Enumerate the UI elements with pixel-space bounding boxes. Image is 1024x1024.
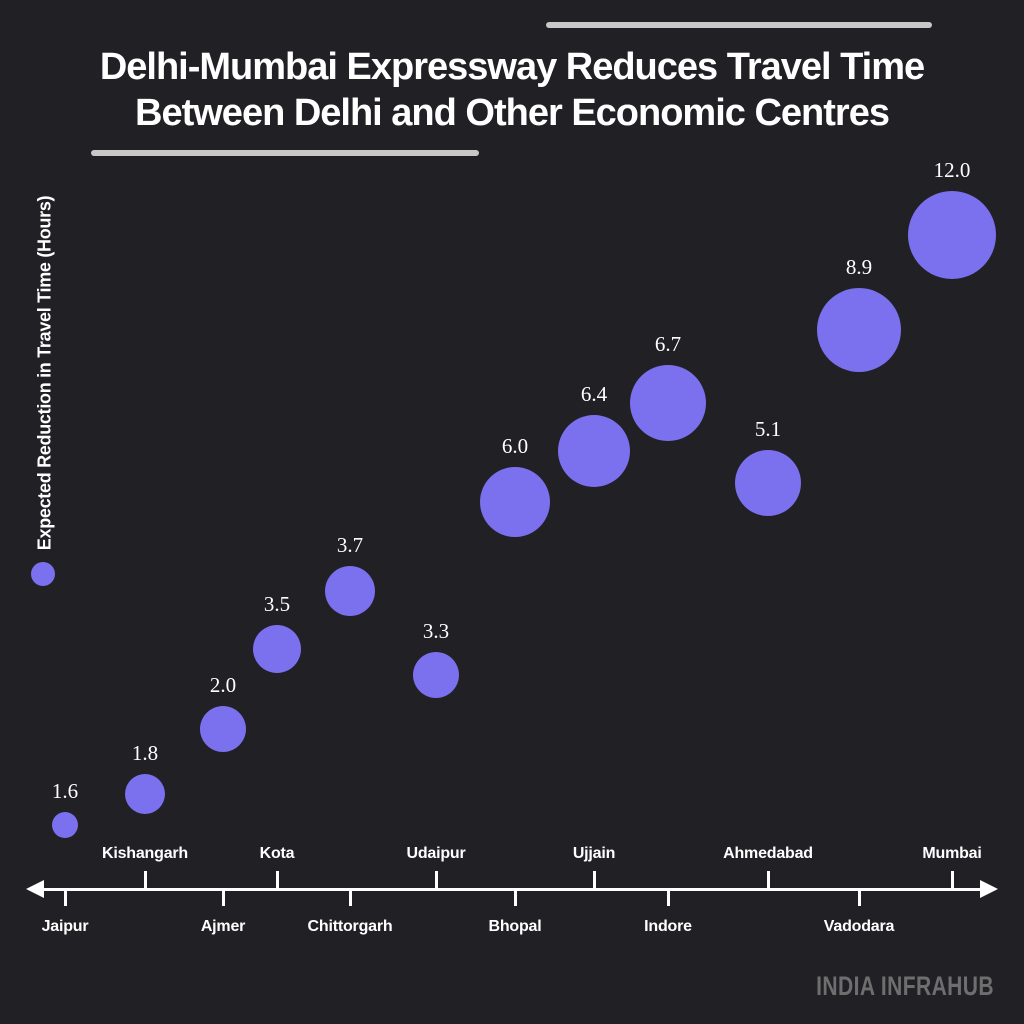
axis-tick-udaipur (434, 871, 438, 888)
city-label-indore: Indore (644, 918, 692, 935)
bubble-chittorgarh (325, 566, 375, 616)
value-label-vadodara: 8.9 (845, 255, 873, 279)
city-label-bhopal: Bhopal (488, 918, 542, 935)
value-label-bhopal: 6.0 (501, 434, 529, 458)
value-label-indore: 6.7 (654, 332, 682, 356)
brand-watermark: INDIA INFRAHUB (816, 971, 994, 1001)
value-label-udaipur: 3.3 (422, 619, 450, 643)
axis-tick-indore (666, 889, 670, 906)
bubble-ujjain (558, 415, 630, 487)
x-axis-arrow-left-icon (26, 880, 44, 898)
chart-title-line-2: Between Delhi and Other Economic Centres (135, 92, 890, 134)
bubble-udaipur (413, 652, 459, 698)
city-label-ujjain: Ujjain (572, 845, 616, 862)
y-axis-label: Expected Reduction in Travel Time (Hours… (34, 195, 55, 551)
axis-tick-chittorgarh (348, 889, 352, 906)
axis-tick-mumbai (950, 871, 954, 888)
value-label-kishangarh: 1.8 (131, 741, 159, 765)
x-axis-arrow-right-icon (980, 880, 998, 898)
axis-tick-vadodara (857, 889, 861, 906)
value-label-jaipur: 1.6 (51, 779, 79, 803)
bubble-vadodara (817, 288, 901, 372)
city-label-udaipur: Udaipur (406, 845, 466, 862)
axis-tick-ahmedabad (766, 871, 770, 888)
value-label-ajmer: 2.0 (209, 673, 237, 697)
city-label-ahmedabad: Ahmedabad (723, 845, 813, 862)
city-label-ajmer: Ajmer (200, 918, 246, 935)
value-label-ujjain: 6.4 (580, 382, 608, 406)
axis-tick-bhopal (513, 889, 517, 906)
axis-tick-kota (275, 871, 279, 888)
value-label-kota: 3.5 (263, 592, 291, 616)
city-label-jaipur: Jaipur (41, 918, 89, 935)
bubble-jaipur (52, 812, 78, 838)
axis-tick-jaipur (63, 889, 67, 906)
bubble-kishangarh (125, 774, 165, 814)
city-label-vadodara: Vadodara (823, 918, 895, 935)
city-label-chittorgarh: Chittorgarh (307, 918, 393, 935)
city-label-kishangarh: Kishangarh (101, 845, 189, 862)
bubble-indore (630, 365, 706, 441)
city-label-mumbai: Mumbai (922, 845, 982, 862)
chart-title-line-1: Delhi-Mumbai Expressway Reduces Travel T… (99, 46, 925, 88)
bubble-ajmer (200, 706, 246, 752)
axis-tick-ajmer (221, 889, 225, 906)
city-label-kota: Kota (259, 845, 295, 862)
bubble-bhopal (480, 467, 550, 537)
top-accent-bar (546, 22, 932, 28)
axis-tick-ujjain (592, 871, 596, 888)
title-underline-bar (91, 150, 479, 156)
bubble-mumbai (908, 191, 996, 279)
y-axis-accent-dot (31, 562, 55, 586)
bubble-kota (253, 625, 301, 673)
value-label-ahmedabad: 5.1 (754, 417, 782, 441)
x-axis-line (38, 888, 986, 891)
axis-tick-kishangarh (143, 871, 147, 888)
bubble-ahmedabad (735, 450, 801, 516)
value-label-mumbai: 12.0 (933, 158, 971, 182)
value-label-chittorgarh: 3.7 (336, 533, 364, 557)
